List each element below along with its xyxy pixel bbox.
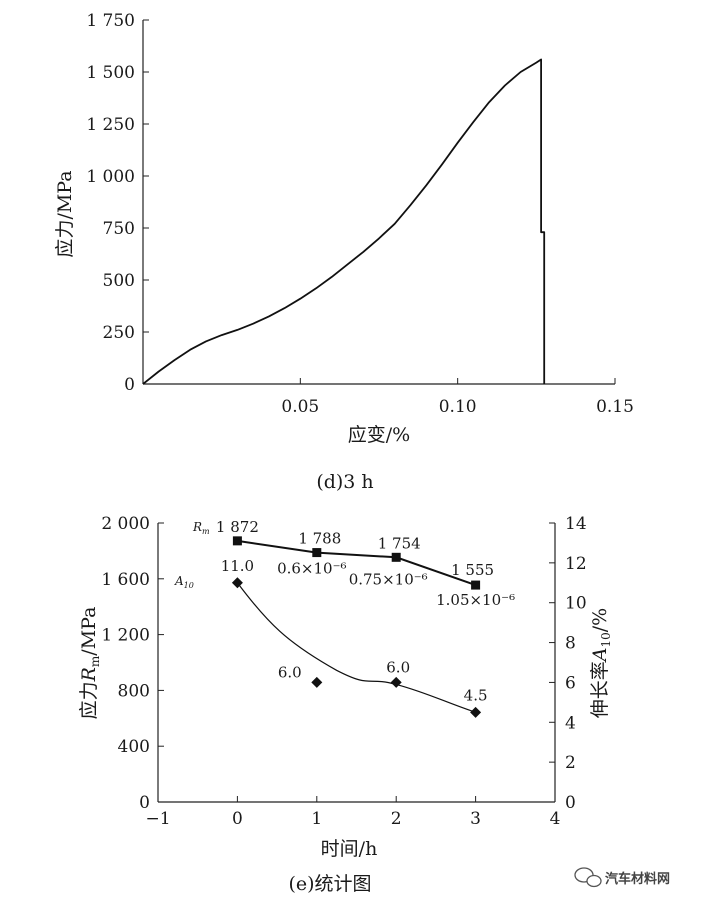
- y-axis-label: 应力/MPa: [54, 170, 76, 257]
- rm-marker: [391, 552, 401, 562]
- left-y-tick-label: 1 200: [101, 626, 150, 646]
- a10-marker: [231, 577, 243, 589]
- y-tick-label: 500: [103, 271, 135, 291]
- left-y-tick-label: 1 600: [101, 570, 150, 590]
- tick-labels: 0 250 500 750 1 000 1 250 1 500 1 750 0.05 0.10 0.…: [86, 11, 634, 417]
- x-tick-label: 1: [311, 809, 322, 829]
- series-tag-rm: Rm: [192, 520, 210, 536]
- right-y-tick-label: 14: [565, 514, 587, 534]
- right-y-tick-label: 6: [565, 673, 576, 693]
- rm-annotation: 0.75×10⁻⁶: [349, 570, 428, 588]
- y-tick-label: 0: [124, 375, 135, 395]
- rm-marker: [232, 536, 242, 546]
- rm-annotation: 1.05×10⁻⁶: [436, 591, 515, 609]
- rm-series-line: [237, 539, 476, 587]
- right-y-tick-label: 12: [565, 554, 587, 574]
- left-y-tick-label: 0: [139, 793, 150, 813]
- series-tag-a10: A10: [174, 574, 194, 590]
- watermark: 汽车材料网: [574, 867, 670, 888]
- left-axis-label: 应力Rm/MPa: [78, 607, 102, 720]
- y-tick-label: 1 500: [86, 63, 135, 83]
- x-tick-label: 4: [550, 809, 561, 829]
- x-tick-label: 0.05: [281, 397, 319, 417]
- rm-annotation: 0.6×10⁻⁶: [277, 560, 346, 578]
- x-tick-label: 0: [232, 809, 243, 829]
- a10-marker: [311, 676, 323, 688]
- x-tick-label: 2: [391, 809, 402, 829]
- rm-marker: [471, 580, 481, 590]
- rm-marker: [312, 548, 322, 558]
- a10-marker: [390, 676, 402, 688]
- right-y-tick-label: 2: [565, 753, 576, 773]
- tick-marks: [157, 522, 556, 803]
- a10-marker: [470, 706, 482, 718]
- a10-value-label: 6.0: [386, 658, 410, 676]
- right-y-tick-label: 8: [565, 634, 576, 654]
- stress-strain-curve: [142, 58, 546, 385]
- a10-fit-curve: [236, 582, 476, 713]
- data-labels: 1 872 1 788 1 754 1 555 0.6×10⁻⁶0.75×10⁻⁶ 1.0…: [216, 518, 515, 704]
- rm-value-label: 1 872: [216, 518, 259, 536]
- rm-value-label: 1 788: [298, 530, 341, 548]
- rm-value-label: 1 754: [378, 534, 421, 552]
- x-axis-label: 应变/%: [348, 424, 410, 446]
- y-tick-label: 250: [103, 323, 135, 343]
- wechat-icon: [574, 867, 602, 888]
- a10-value-label: 6.0: [278, 663, 302, 681]
- y-tick-label: 1 000: [86, 167, 135, 187]
- x-tick-label: 3: [470, 809, 481, 829]
- plot-frame: [157, 523, 556, 803]
- right-y-tick-label: 0: [565, 793, 576, 813]
- watermark-text: 汽车材料网: [605, 871, 670, 887]
- y-tick-label: 1 750: [86, 11, 135, 31]
- stress-strain-chart: 0 250 500 750 1 000 1 250 1 500 1 750 0.05 0.10 0.…: [54, 11, 634, 493]
- x-tick-label: 0.15: [596, 397, 634, 417]
- y-tick-label: 750: [103, 219, 135, 239]
- rm-value-label: 1 555: [451, 561, 494, 579]
- y-tick-label: 1 250: [86, 115, 135, 135]
- series-layer: [142, 58, 546, 385]
- left-y-tick-label: 800: [118, 681, 150, 701]
- chart-caption: (e)统计图: [288, 873, 371, 895]
- a10-value-label: 4.5: [464, 686, 488, 704]
- right-axis-label: 伸长率A10/%: [589, 608, 613, 719]
- right-y-tick-label: 4: [565, 713, 576, 733]
- plot-frame: [142, 20, 615, 385]
- x-axis-label: 时间/h: [321, 838, 378, 860]
- series-layer: [231, 536, 482, 718]
- left-y-tick-label: 400: [118, 737, 150, 757]
- x-tick-label: −1: [145, 809, 170, 829]
- chart-caption: (d)3 h: [316, 471, 373, 493]
- right-y-tick-label: 10: [565, 594, 587, 614]
- left-y-tick-label: 2 000: [101, 514, 150, 534]
- x-tick-label: 0.10: [439, 397, 477, 417]
- a10-value-label: 11.0: [221, 557, 254, 575]
